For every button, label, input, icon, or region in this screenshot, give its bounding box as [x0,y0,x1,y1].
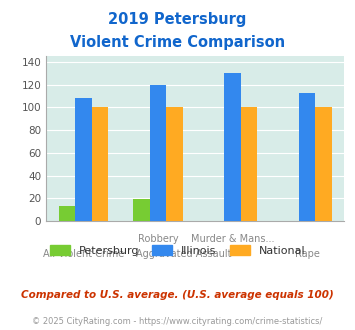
Bar [133,199,150,221]
Text: Robbery: Robbery [138,234,178,244]
Legend: Petersburg, Illinois, National: Petersburg, Illinois, National [45,241,310,260]
Text: Rape: Rape [295,249,320,259]
Text: Compared to U.S. average. (U.S. average equals 100): Compared to U.S. average. (U.S. average … [21,290,334,300]
Text: All Violent Crime: All Violent Crime [43,249,124,259]
Bar [59,206,75,221]
Text: Aggravated Assault: Aggravated Assault [136,249,232,259]
Bar [150,84,166,221]
Text: 2019 Petersburg: 2019 Petersburg [108,12,247,26]
Text: Violent Crime Comparison: Violent Crime Comparison [70,35,285,50]
Bar [299,92,315,221]
Bar [315,107,332,221]
Text: © 2025 CityRating.com - https://www.cityrating.com/crime-statistics/: © 2025 CityRating.com - https://www.city… [32,317,323,326]
Bar [92,107,108,221]
Bar [75,98,92,221]
Bar [224,73,241,221]
Text: Murder & Mans...: Murder & Mans... [191,234,274,244]
Bar [241,107,257,221]
Bar [166,107,182,221]
